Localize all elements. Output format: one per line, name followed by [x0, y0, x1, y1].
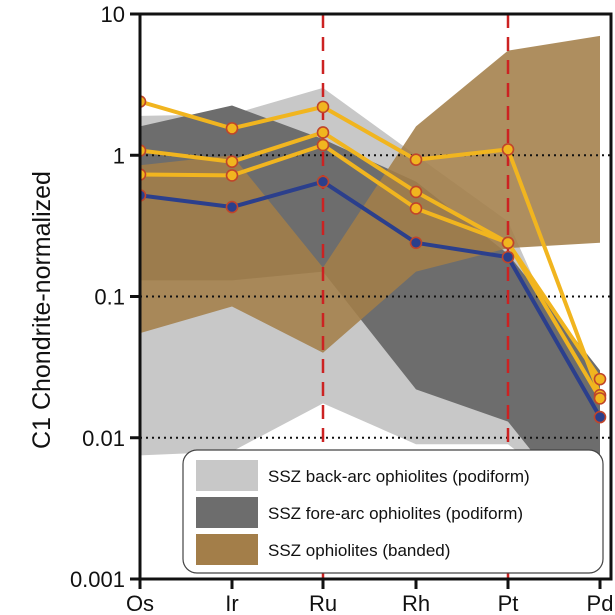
series-line-1: [140, 99, 602, 396]
y-axis-title: C1 Chondrite-normalized: [28, 171, 56, 449]
series-1-point: [409, 153, 423, 167]
series-3-point: [409, 202, 423, 215]
y-tick-label: 1: [113, 143, 125, 168]
y-tick-label: 0.1: [94, 285, 125, 310]
legend-swatch: [196, 497, 258, 528]
series-2-point: [316, 126, 330, 139]
series-1-point: [501, 143, 515, 156]
series-2-point: [409, 185, 423, 199]
legend-entry-label: SSZ back-arc ophiolites (podiform): [268, 467, 530, 486]
series-4-point: [316, 175, 330, 188]
series-2-point: [593, 372, 607, 386]
legend-swatch: [196, 534, 258, 565]
legend-entry-label: SSZ ophiolites (banded): [268, 541, 450, 560]
x-tick-label: Pd: [587, 591, 614, 615]
x-tick-label: Ru: [309, 591, 337, 615]
series-3-point: [225, 169, 239, 182]
band-3: [140, 35, 600, 353]
series-4-point: [593, 410, 607, 424]
legend-box: [182, 449, 604, 574]
series-line-3: [140, 143, 602, 400]
series-1-point: [316, 100, 330, 114]
x-tick-label: Ir: [225, 591, 238, 615]
legend-entry-label: SSZ fore-arc ophiolites (podiform): [268, 504, 523, 523]
data-series: [140, 95, 607, 424]
series-4-point: [501, 250, 515, 264]
y-tick-label: 10: [101, 2, 125, 27]
bands: [140, 35, 600, 537]
y-tick-label: 0.01: [82, 426, 125, 451]
y-tick-label: 0.001: [70, 567, 125, 592]
x-tick-label: Os: [126, 591, 154, 615]
series-3-point: [501, 236, 515, 250]
series-3-point: [593, 392, 607, 405]
series-3-point: [316, 138, 330, 152]
series-4-point: [409, 236, 423, 250]
legend: SSZ back-arc ophiolites (podiform) SSZ fo…: [182, 449, 604, 574]
series-line-4: [140, 179, 602, 419]
x-tick-label: Rh: [402, 591, 430, 615]
series-4-point: [225, 200, 239, 214]
series-1-point: [225, 122, 239, 135]
legend-swatch: [196, 460, 258, 491]
series-2-point: [225, 155, 239, 169]
x-tick-label: Pt: [498, 591, 519, 615]
